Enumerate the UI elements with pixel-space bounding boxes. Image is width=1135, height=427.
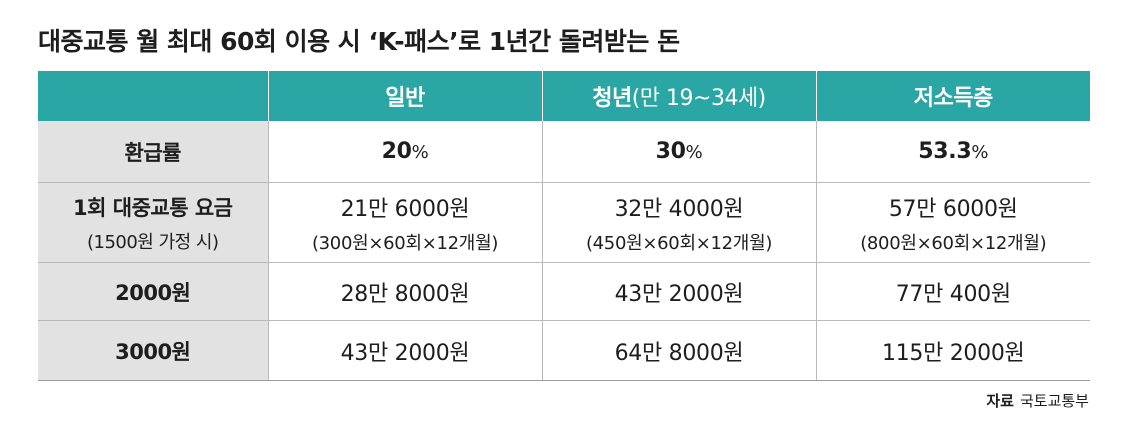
cell-fare-3000-general: 43만 2000원: [268, 320, 543, 381]
fare-1500-low-income-value: 57만 6000원: [888, 196, 1018, 222]
table-row-fare-1500: 1회 대중교통 요금 (1500원 가정 시) 21만 6000원 (300원×60…: [38, 182, 1090, 263]
table-row-refund-rate: 환급률 20% 30% 53.3%: [38, 121, 1090, 183]
header-general: 일반: [268, 71, 543, 121]
cell-fare-2000-youth: 43만 2000원: [542, 262, 817, 321]
chart-title: 대중교통 월 최대 60회 이용 시 ‘K-패스’로 1년간 돌려받는 돈: [38, 27, 680, 56]
fare-1500-youth-formula: (450원×60회×12개월): [585, 232, 773, 254]
fare-1500-general-value: 21만 6000원: [340, 196, 470, 222]
header-low-income-label: 저소득층: [913, 86, 993, 111]
header-youth-label: 청년: [592, 86, 632, 111]
cell-fare-1500-youth: 32만 4000원 (450원×60회×12개월): [542, 182, 817, 263]
table-row-fare-2000: 2000원 28만 8000원 43만 2000원 77만 400원: [38, 262, 1090, 321]
cell-refund-rate-low-income: 53.3%: [816, 121, 1090, 183]
row-label-fare-1500: 1회 대중교통 요금 (1500원 가정 시): [38, 182, 269, 263]
header-low-income: 저소득층: [816, 71, 1090, 121]
cell-refund-rate-youth: 30%: [542, 121, 817, 183]
table-row-fare-3000: 3000원 43만 2000원 64만 8000원 115만 2000원: [38, 320, 1090, 381]
cell-fare-1500-low-income: 57만 6000원 (800원×60회×12개월): [816, 182, 1090, 263]
row-label-fare-2000: 2000원: [38, 262, 269, 321]
refund-rate-youth-value: 30: [655, 139, 686, 164]
row-label-fare-3000: 3000원: [38, 320, 269, 381]
refund-rate-unit: %: [411, 142, 429, 163]
row-label-fare-1500-sub: (1500원 가정 시): [86, 231, 219, 253]
refund-rate-unit: %: [971, 142, 989, 163]
refund-rate-general-value: 20: [381, 139, 412, 164]
cell-fare-3000-low-income: 115만 2000원: [816, 320, 1090, 381]
refund-table: 일반 청년(만 19~34세) 저소득층 환급률 20% 30% 53.3% 1…: [38, 71, 1090, 381]
cell-fare-1500-general: 21만 6000원 (300원×60회×12개월): [268, 182, 543, 263]
source-value: 국토교통부: [1019, 392, 1089, 410]
refund-rate-unit: %: [685, 142, 703, 163]
header-youth: 청년(만 19~34세): [542, 71, 817, 121]
cell-refund-rate-general: 20%: [268, 121, 543, 183]
header-general-label: 일반: [385, 86, 425, 111]
header-youth-range: (만 19~34세): [631, 86, 767, 111]
cell-fare-2000-general: 28만 8000원: [268, 262, 543, 321]
row-label-fare-1500-main: 1회 대중교통 요금: [73, 195, 233, 220]
header-row: 일반 청년(만 19~34세) 저소득층: [38, 71, 1090, 121]
source-label: 자료: [986, 392, 1014, 410]
fare-1500-youth-value: 32만 4000원: [614, 196, 744, 222]
fare-1500-general-formula: (300원×60회×12개월): [311, 232, 499, 254]
fare-1500-low-income-formula: (800원×60회×12개월): [860, 232, 1047, 254]
header-corner: [38, 71, 269, 121]
source-note: 자료 국토교통부: [986, 390, 1089, 411]
refund-rate-low-income-value: 53.3: [918, 139, 972, 164]
row-label-refund-rate: 환급률: [38, 121, 269, 183]
cell-fare-2000-low-income: 77만 400원: [816, 262, 1090, 321]
cell-fare-3000-youth: 64만 8000원: [542, 320, 817, 381]
